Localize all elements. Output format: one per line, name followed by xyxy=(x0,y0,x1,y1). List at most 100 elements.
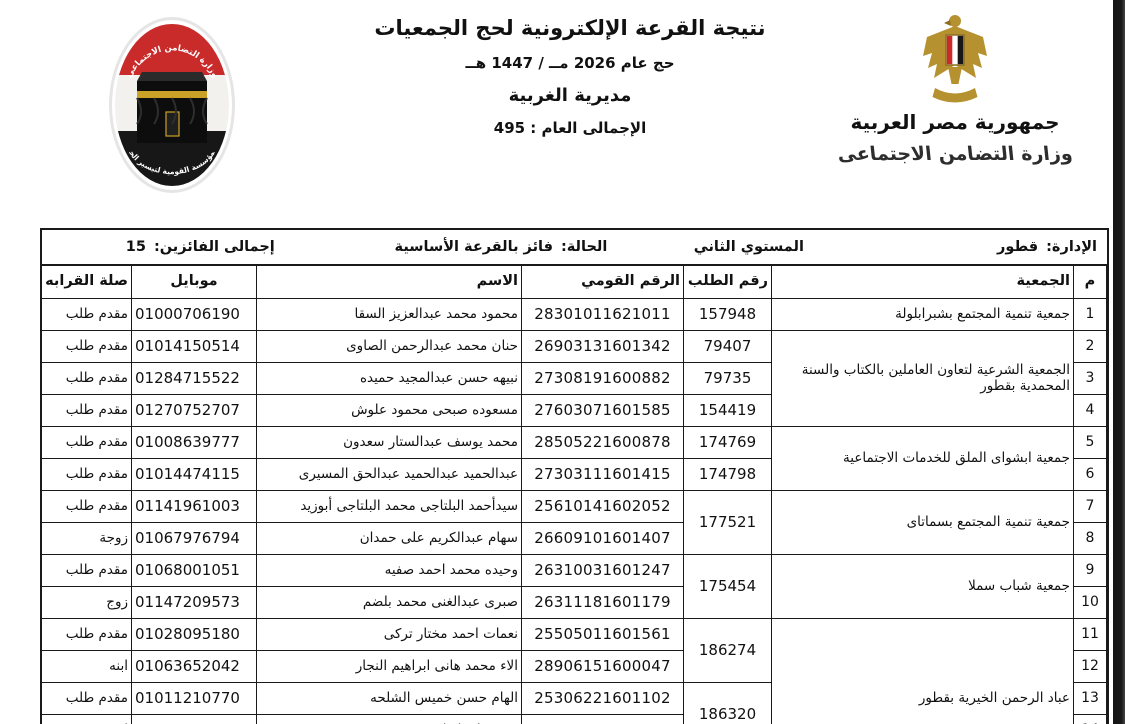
mobile-cell: 01141961003 xyxy=(131,490,257,523)
mobile-cell: 01063652042 xyxy=(131,650,257,683)
results-table: م الجمعية رقم الطلب الرقم القومي الاسم م… xyxy=(41,265,1107,724)
mobile-cell: 01011210770 xyxy=(131,682,257,715)
col-header-name: الاسم xyxy=(256,265,522,299)
relation-cell: مقدم طلب xyxy=(41,362,132,395)
mobile-cell: 01270752707 xyxy=(131,394,257,427)
relation-cell: ابنه xyxy=(41,714,132,724)
table-row: 2 الجمعية الشرعية لتعاون العاملين بالكتاب… xyxy=(41,330,1107,427)
relation-cell: زوجة xyxy=(41,522,132,555)
row-number-cell: 11 xyxy=(1073,618,1107,651)
country-name: جمهورية مصر العربية xyxy=(850,110,1060,134)
association-cell: جمعية ابشواى الملق للخدمات الاجتماعية xyxy=(771,426,1074,491)
row-number-cell: 5 xyxy=(1073,426,1107,459)
department-info: الإدارة: قطور xyxy=(854,239,1107,255)
row-number-cell: 9 xyxy=(1073,554,1107,587)
mobile-cell: 01008639777 xyxy=(131,426,257,459)
status-info: الحالة: فائز بالقرعة الأساسية xyxy=(359,239,644,255)
col-header-num: م xyxy=(1073,265,1107,299)
national-id-cell: 28906151600047 xyxy=(521,650,684,683)
national-id-cell: 28106281600948 xyxy=(521,714,684,724)
row-number-cell: 10 xyxy=(1073,586,1107,619)
table-row: 11 عباد الرحمن الخيرية بقطور 186274 2550501… xyxy=(41,618,1107,724)
request-number-cell: 154419 xyxy=(683,394,772,427)
pilgrim-name-cell: عبدالحميد عبدالحميد عبدالحق المسيرى xyxy=(256,458,522,491)
row-number-cell: 1 xyxy=(1073,298,1107,331)
national-id-cell: 26609101601407 xyxy=(521,522,684,555)
hajj-year-subtitle: حج عام 2026 مــ / 1447 هــ xyxy=(465,54,675,72)
request-number-cell: 175454 xyxy=(683,554,772,619)
row-number-cell: 6 xyxy=(1073,458,1107,491)
table-row: 14 28106281600948نهى صابر ابراهيم سعد0100… xyxy=(41,714,1107,724)
header-row: م الجمعية رقم الطلب الرقم القومي الاسم م… xyxy=(41,265,1107,299)
pilgrim-name-cell: وحيده محمد احمد صفيه xyxy=(256,554,522,587)
national-id-cell: 28505221600878 xyxy=(521,426,684,459)
col-header-request-no: رقم الطلب xyxy=(683,265,772,299)
row-number-cell: 3 xyxy=(1073,362,1107,395)
national-id-cell: 25505011601561 xyxy=(521,618,684,651)
request-number-cell: 177521 xyxy=(683,490,772,555)
egypt-eagle-emblem-icon xyxy=(923,15,987,103)
table-row: 1 جمعية تنمية المجتمع بشبرابلولة 157948 283… xyxy=(41,298,1107,331)
mobile-cell: 01147209573 xyxy=(131,586,257,619)
table-row: 12 28906151600047 الاء محمد هانى ابراهيم ا… xyxy=(41,650,1107,683)
relation-cell: مقدم طلب xyxy=(41,618,132,651)
request-number-cell: 157948 xyxy=(683,298,772,331)
national-id-cell: 27603071601585 xyxy=(521,394,684,427)
relation-cell: مقدم طلب xyxy=(41,458,132,491)
pilgrim-name-cell: الاء محمد هانى ابراهيم النجار xyxy=(256,650,522,683)
table-info-bar: الإدارة: قطور المستوي الثاني الحالة: فائز … xyxy=(42,230,1107,265)
row-number-cell: 7 xyxy=(1073,490,1107,523)
request-number-cell: 186274 xyxy=(683,618,772,683)
relation-cell: مقدم طلب xyxy=(41,682,132,715)
table-row: 10 26311181601179 صبرى عبدالغنى محمد بلضم 0… xyxy=(41,586,1107,619)
pilgrim-name-cell: سهام عبدالكريم على حمدان xyxy=(256,522,522,555)
row-number-cell: 12 xyxy=(1073,650,1107,683)
grand-total: الإجمالى العام : 495 xyxy=(493,119,647,137)
status-label: الحالة: xyxy=(560,239,608,255)
mobile-cell: 01014150514 xyxy=(131,330,257,363)
page-title: نتيجة القرعة الإلكترونية لحج الجمعيات xyxy=(374,16,766,40)
level-info: المستوي الثاني xyxy=(693,239,804,255)
ministry-header-block: جمهورية مصر العربية وزارة التضامن الاجتم… xyxy=(815,10,1095,165)
national-id-cell: 27303111601415 xyxy=(521,458,684,491)
relation-cell: مقدم طلب xyxy=(41,554,132,587)
row-number-cell: 14 xyxy=(1073,714,1107,724)
hajj-authority-emblem: وزارة التضامن الاجتماعى المؤسسة القومية … xyxy=(103,7,238,196)
pilgrim-name-cell: نعمات احمد مختار تركى xyxy=(256,618,522,651)
table-row: 13 186320 25306221601102 الهام حسن خميس الش… xyxy=(41,682,1107,724)
pilgrim-name-cell: محمد يوسف عبدالستار سعدون xyxy=(256,426,522,459)
col-header-mobile: موبايل xyxy=(131,265,257,299)
pilgrim-name-cell: محمود محمد عبدالعزيز السقا xyxy=(256,298,522,331)
table-row: 6 174798 27303111601415 عبدالحميد عبدالحميد… xyxy=(41,458,1107,491)
kaaba-emblem-icon: وزارة التضامن الاجتماعى المؤسسة القومية … xyxy=(103,7,235,193)
national-id-cell: 25610141602052 xyxy=(521,490,684,523)
row-number-cell: 13 xyxy=(1073,682,1107,715)
department-value: قطور xyxy=(997,239,1039,255)
department-label: الإدارة: xyxy=(1046,239,1097,255)
mobile-cell: 01068001051 xyxy=(131,554,257,587)
pilgrim-name-cell: حنان محمد عبدالرحمن الصاوى xyxy=(256,330,522,363)
association-cell: جمعية تنمية المجتمع بسماتاى xyxy=(771,490,1074,555)
national-id-cell: 27308191600882 xyxy=(521,362,684,395)
document-titles: نتيجة القرعة الإلكترونية لحج الجمعيات حج… xyxy=(290,16,850,137)
status-value: فائز بالقرعة الأساسية xyxy=(394,239,553,255)
row-number-cell: 8 xyxy=(1073,522,1107,555)
mobile-cell: 01028095180 xyxy=(131,618,257,651)
national-id-cell: 28301011621011 xyxy=(521,298,684,331)
col-header-national-id: الرقم القومي xyxy=(521,265,684,299)
request-number-cell: 79407 xyxy=(683,330,772,363)
pilgrim-name-cell: الهام حسن خميس الشلحه xyxy=(256,682,522,715)
table-row: 3 79735 27308191600882 نبيهه حسن عبدالمجيد … xyxy=(41,362,1107,395)
relation-cell: ابنه xyxy=(41,650,132,683)
mobile-cell: 01000706190 xyxy=(131,298,257,331)
table-row: 7 جمعية تنمية المجتمع بسماتاى 177521 256101… xyxy=(41,490,1107,555)
request-number-cell: 186320 xyxy=(683,682,772,724)
pilgrim-name-cell: مسعوده صبحى محمود علوش xyxy=(256,394,522,427)
mobile-cell: 01284715522 xyxy=(131,362,257,395)
col-header-relation: صلة القرابه xyxy=(41,265,132,299)
winners-label: إجمالى الفائزين: xyxy=(153,239,275,255)
association-cell: جمعية شباب سملا xyxy=(771,554,1074,619)
ministry-name-calligraphy: وزارة التضامن الاجتماعى xyxy=(836,143,1074,165)
table-row: 5 جمعية ابشواى الملق للخدمات الاجتماعية 17… xyxy=(41,426,1107,491)
